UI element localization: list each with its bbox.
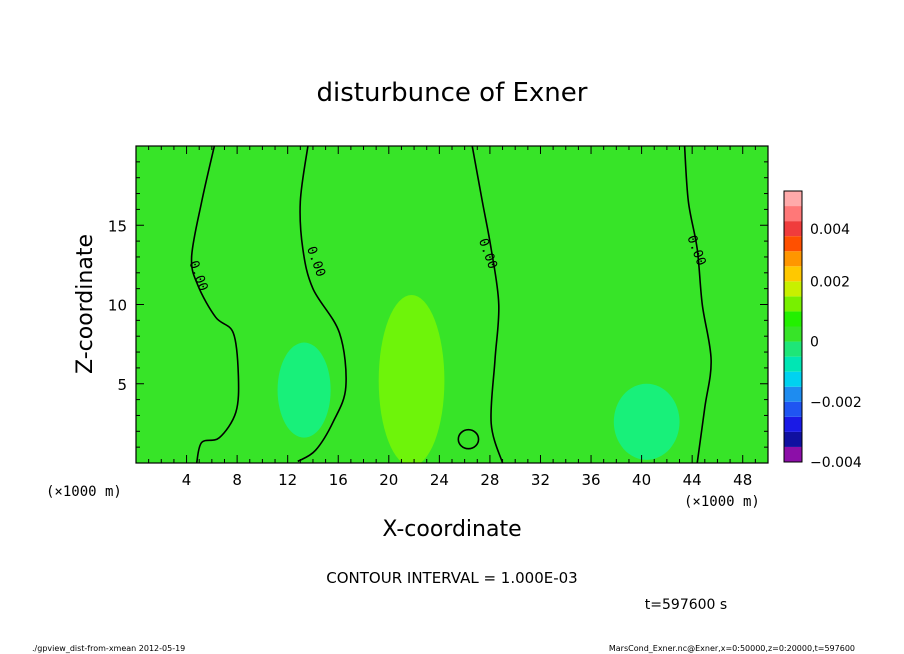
shaded-region-2 xyxy=(378,295,445,463)
colorbar: 0.004 0.002 0 −0.002 −0.004 xyxy=(783,190,862,471)
colorbar-level-8 xyxy=(784,341,802,357)
y-tick-label-15: 15 xyxy=(108,217,127,235)
colorbar-tick-label-5: −0.004 xyxy=(810,455,862,471)
y-tick-label-10: 10 xyxy=(108,297,127,315)
contour-line-3 xyxy=(471,146,504,463)
colorbar-level-3 xyxy=(784,416,802,432)
x-tick-label-28: 28 xyxy=(480,471,499,489)
x-tick-label-12: 12 xyxy=(278,471,297,489)
footer-right: MarsCond_Exner.nc@Exner,x=0:50000,z=0:20… xyxy=(609,644,855,653)
x-tick-label-20: 20 xyxy=(379,471,398,489)
x-tick-label-32: 32 xyxy=(531,471,550,489)
colorbar-level-15 xyxy=(784,236,802,252)
x-tick-label-36: 36 xyxy=(581,471,600,489)
x-tick-label-40: 40 xyxy=(632,471,651,489)
colorbar-level-11 xyxy=(784,296,802,312)
colorbar-level-13 xyxy=(784,266,802,282)
x-axis-unit-right: (×1000 m) xyxy=(684,494,760,510)
x-tick-label-44: 44 xyxy=(683,471,702,489)
colorbar-level-6 xyxy=(784,371,802,387)
contour-line-2 xyxy=(297,146,347,463)
colorbar-level-17 xyxy=(784,206,802,222)
footer-left: ./gpview_dist-from-xmean 2012-05-19 xyxy=(32,644,185,653)
colorbar-level-18 xyxy=(784,191,802,207)
x-tick-label-8: 8 xyxy=(232,471,242,489)
x-tick-label-16: 16 xyxy=(329,471,348,489)
x-axis-unit-left: (×1000 m) xyxy=(46,484,122,500)
colorbar-level-7 xyxy=(784,356,802,372)
contour-line-1 xyxy=(190,146,240,463)
colorbar-tick-label-3: 0 xyxy=(810,335,819,351)
colorbar-tick-label-1: 0.004 xyxy=(810,222,850,238)
colorbar-tick-label-2: 0.002 xyxy=(810,274,850,290)
shaded-region-1 xyxy=(277,342,331,438)
x-tick-label-48: 48 xyxy=(733,471,752,489)
colorbar-level-9 xyxy=(784,326,802,342)
contour-interval: CONTOUR INTERVAL = 1.000E-03 xyxy=(326,569,577,587)
contour-loop xyxy=(457,428,480,450)
colorbar-level-2 xyxy=(784,431,802,447)
colorbar-level-14 xyxy=(784,251,802,267)
y-axis: 5 10 15 xyxy=(108,161,768,448)
x-axis-title: X-coordinate xyxy=(382,517,521,542)
colorbar-level-5 xyxy=(784,386,802,402)
time-stamp: t=597600 s xyxy=(645,597,727,613)
colorbar-frame xyxy=(783,190,803,463)
colorbar-level-1 xyxy=(784,446,802,462)
x-axis: 4 8 12 16 20 24 28 32 36 40 44 48 xyxy=(148,146,756,489)
chart-title: disturbunce of Exner xyxy=(317,78,588,108)
contour-line-4 xyxy=(683,146,712,463)
y-tick-label-5: 5 xyxy=(117,376,127,394)
colorbar-level-10 xyxy=(784,311,802,327)
shaded-region-3 xyxy=(613,383,680,460)
colorbar-level-16 xyxy=(784,221,802,237)
x-tick-label-24: 24 xyxy=(430,471,449,489)
x-tick-label-4: 4 xyxy=(182,471,192,489)
y-axis-title: Z-coordinate xyxy=(73,234,98,374)
colorbar-level-12 xyxy=(784,281,802,297)
colorbar-tick-label-4: −0.002 xyxy=(810,395,862,411)
plot-area: 0.00 0.00 0.00 0.00 xyxy=(135,145,769,464)
colorbar-level-4 xyxy=(784,401,802,417)
